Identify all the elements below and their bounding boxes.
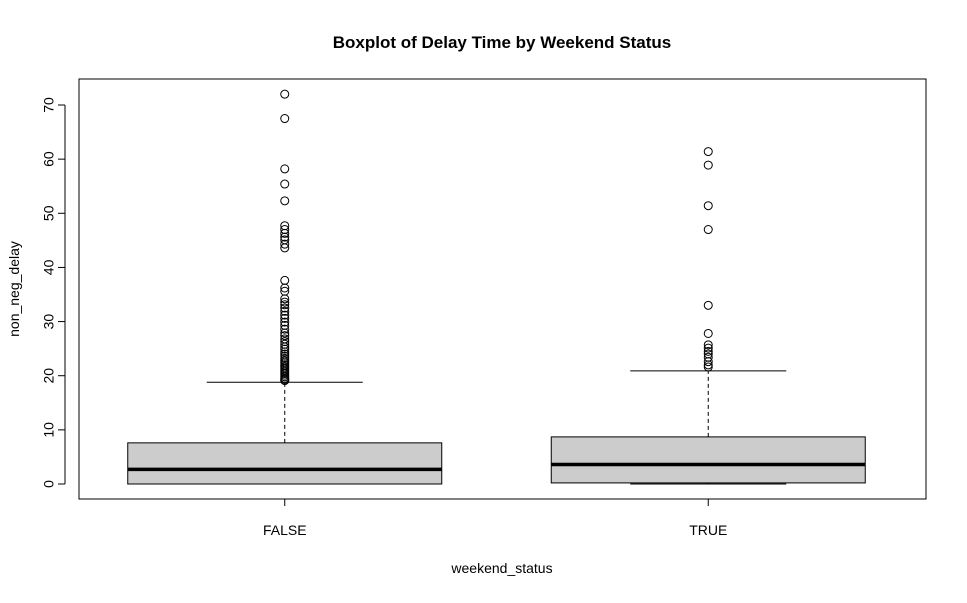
outlier-point bbox=[280, 303, 290, 313]
outlier-point bbox=[703, 160, 713, 170]
outlier-point bbox=[280, 89, 290, 99]
y-tick-label: 40 bbox=[41, 259, 57, 275]
x-tick-label: FALSE bbox=[263, 522, 307, 538]
outlier-point bbox=[280, 320, 290, 330]
outlier-point bbox=[703, 225, 713, 235]
plot-frame bbox=[78, 78, 927, 500]
y-tick-label: 0 bbox=[41, 480, 57, 488]
outlier-point bbox=[280, 356, 290, 366]
y-tick-label: 30 bbox=[41, 314, 57, 330]
outlier-point bbox=[280, 313, 290, 323]
outlier-point bbox=[280, 351, 290, 361]
x-tick-label: TRUE bbox=[689, 522, 727, 538]
outlier-point bbox=[280, 306, 290, 316]
y-axis-label: non_neg_delay bbox=[6, 241, 22, 337]
outlier-point bbox=[703, 349, 713, 359]
outlier-point bbox=[280, 179, 290, 189]
iqr-box bbox=[550, 436, 866, 484]
outlier-point bbox=[703, 328, 713, 338]
outlier-point bbox=[280, 225, 290, 235]
outlier-point bbox=[703, 346, 713, 356]
outlier-point bbox=[280, 324, 290, 334]
boxes-layer bbox=[127, 89, 866, 485]
outlier-point bbox=[703, 340, 713, 350]
x-axis: FALSE TRUE bbox=[263, 498, 727, 538]
outlier-point bbox=[280, 353, 290, 363]
outlier-point bbox=[280, 164, 290, 174]
y-tick-label: 20 bbox=[41, 368, 57, 384]
y-tick-label: 10 bbox=[41, 422, 57, 438]
chart-title: Boxplot of Delay Time by Weekend Status bbox=[333, 33, 672, 52]
outlier-point bbox=[280, 339, 290, 349]
x-axis-label: weekend_status bbox=[450, 560, 552, 576]
y-axis: 0 10 20 30 40 50 60 70 bbox=[41, 97, 66, 488]
outlier-point bbox=[703, 300, 713, 310]
outlier-point bbox=[703, 352, 713, 362]
outlier-point bbox=[703, 362, 713, 372]
outlier-point bbox=[703, 343, 713, 353]
iqr-box bbox=[127, 442, 443, 485]
outlier-point bbox=[280, 221, 290, 231]
outlier-point bbox=[280, 310, 290, 320]
outlier-point bbox=[703, 147, 713, 157]
outlier-point bbox=[280, 334, 290, 344]
y-tick-label: 70 bbox=[41, 97, 57, 113]
outlier-point bbox=[280, 297, 290, 307]
outlier-point bbox=[280, 239, 290, 249]
y-tick-label: 50 bbox=[41, 205, 57, 221]
outlier-point bbox=[280, 317, 290, 327]
outlier-point bbox=[280, 349, 290, 359]
box-group-true bbox=[550, 147, 866, 485]
outlier-point bbox=[280, 300, 290, 310]
outlier-point bbox=[280, 331, 290, 341]
y-tick-label: 60 bbox=[41, 151, 57, 167]
outlier-point bbox=[280, 196, 290, 206]
outlier-point bbox=[703, 201, 713, 211]
box-group-false bbox=[127, 89, 443, 485]
outlier-point bbox=[280, 275, 290, 285]
outlier-point bbox=[280, 286, 290, 296]
outlier-point bbox=[280, 337, 290, 347]
outlier-point bbox=[280, 235, 290, 245]
outlier-point bbox=[280, 114, 290, 124]
